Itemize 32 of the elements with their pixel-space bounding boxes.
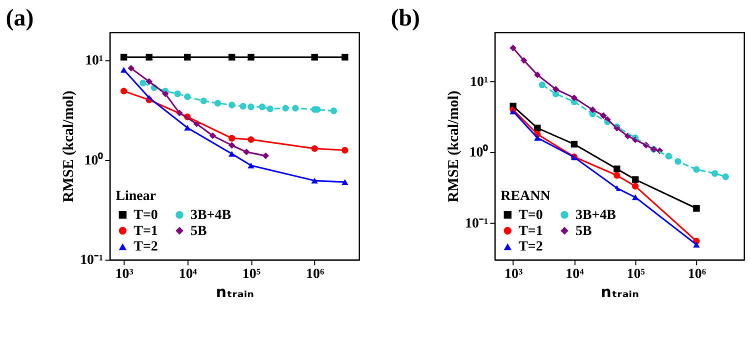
legend-label: T=0 — [134, 208, 158, 223]
y-tick-label: 10⁻¹ — [465, 216, 488, 232]
y-tick-label: 10⁰ — [469, 144, 488, 161]
x-tick-label: 10⁴ — [566, 267, 585, 282]
legend-title: Linear — [116, 188, 156, 204]
legend-label: 5B — [575, 224, 592, 239]
legend-label: 3B+4B — [575, 208, 616, 223]
x-tick-label: 10⁶ — [688, 267, 706, 282]
chart-title: (b) — [390, 5, 420, 32]
y-axis-title: RMSE (kcal/mol) — [446, 90, 462, 202]
legend-title: REANN — [500, 188, 550, 204]
legend-label: T=1 — [518, 224, 543, 239]
y-tick-label: 10⁻¹ — [80, 253, 104, 268]
x-tick-label: 10⁴ — [178, 267, 198, 282]
y-tick-label: 10⁰ — [84, 151, 104, 168]
x-tick-label: 10⁵ — [626, 267, 645, 282]
legend-label: 3B+4B — [190, 208, 232, 223]
y-axis-title: RMSE (kcal/mol) — [61, 90, 78, 202]
y-tick-label: 10¹ — [470, 75, 488, 90]
chart-title: (a) — [6, 5, 34, 32]
x-tick-label: 10⁵ — [242, 267, 261, 282]
legend-label: T=0 — [518, 208, 543, 223]
legend-label: T=1 — [134, 224, 158, 239]
x-axis-title: nₜᵣₐᵢₙ — [216, 283, 254, 302]
y-tick-label: 10¹ — [85, 54, 104, 69]
x-tick-label: 10⁶ — [306, 267, 324, 282]
x-axis-title: nₜᵣₐᵢₙ — [600, 283, 640, 302]
x-tick-label: 10³ — [115, 267, 134, 282]
legend-label: 5B — [190, 224, 207, 239]
legend-label: T=2 — [518, 240, 543, 255]
x-tick-label: 10³ — [504, 267, 523, 282]
legend-label: T=2 — [134, 240, 158, 255]
